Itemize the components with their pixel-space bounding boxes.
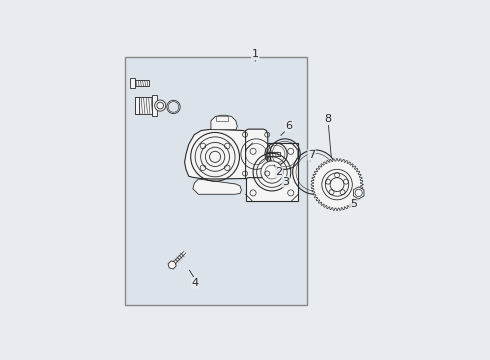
- Bar: [152, 95, 157, 116]
- Text: 7: 7: [308, 150, 315, 159]
- Bar: [135, 97, 155, 114]
- Text: 8: 8: [324, 114, 332, 124]
- Circle shape: [201, 143, 229, 171]
- Text: 5: 5: [350, 199, 357, 209]
- Polygon shape: [311, 159, 363, 211]
- Circle shape: [322, 169, 352, 200]
- Bar: [125, 57, 307, 305]
- Bar: [217, 116, 227, 121]
- Text: 1: 1: [252, 49, 259, 59]
- Polygon shape: [353, 187, 364, 199]
- Text: 4: 4: [192, 278, 198, 288]
- Bar: [135, 80, 149, 86]
- Circle shape: [210, 151, 220, 162]
- Bar: [135, 97, 139, 114]
- Text: 2: 2: [275, 167, 282, 177]
- Circle shape: [157, 102, 164, 109]
- Circle shape: [261, 161, 283, 183]
- Polygon shape: [211, 115, 237, 130]
- Polygon shape: [168, 261, 176, 269]
- Text: 6: 6: [285, 121, 292, 131]
- Polygon shape: [185, 129, 264, 179]
- Circle shape: [155, 100, 166, 111]
- Bar: [267, 152, 280, 156]
- Polygon shape: [245, 129, 268, 179]
- Polygon shape: [193, 179, 242, 194]
- Bar: [130, 78, 135, 89]
- Bar: [245, 143, 298, 201]
- Text: 3: 3: [282, 177, 289, 187]
- Circle shape: [330, 177, 344, 192]
